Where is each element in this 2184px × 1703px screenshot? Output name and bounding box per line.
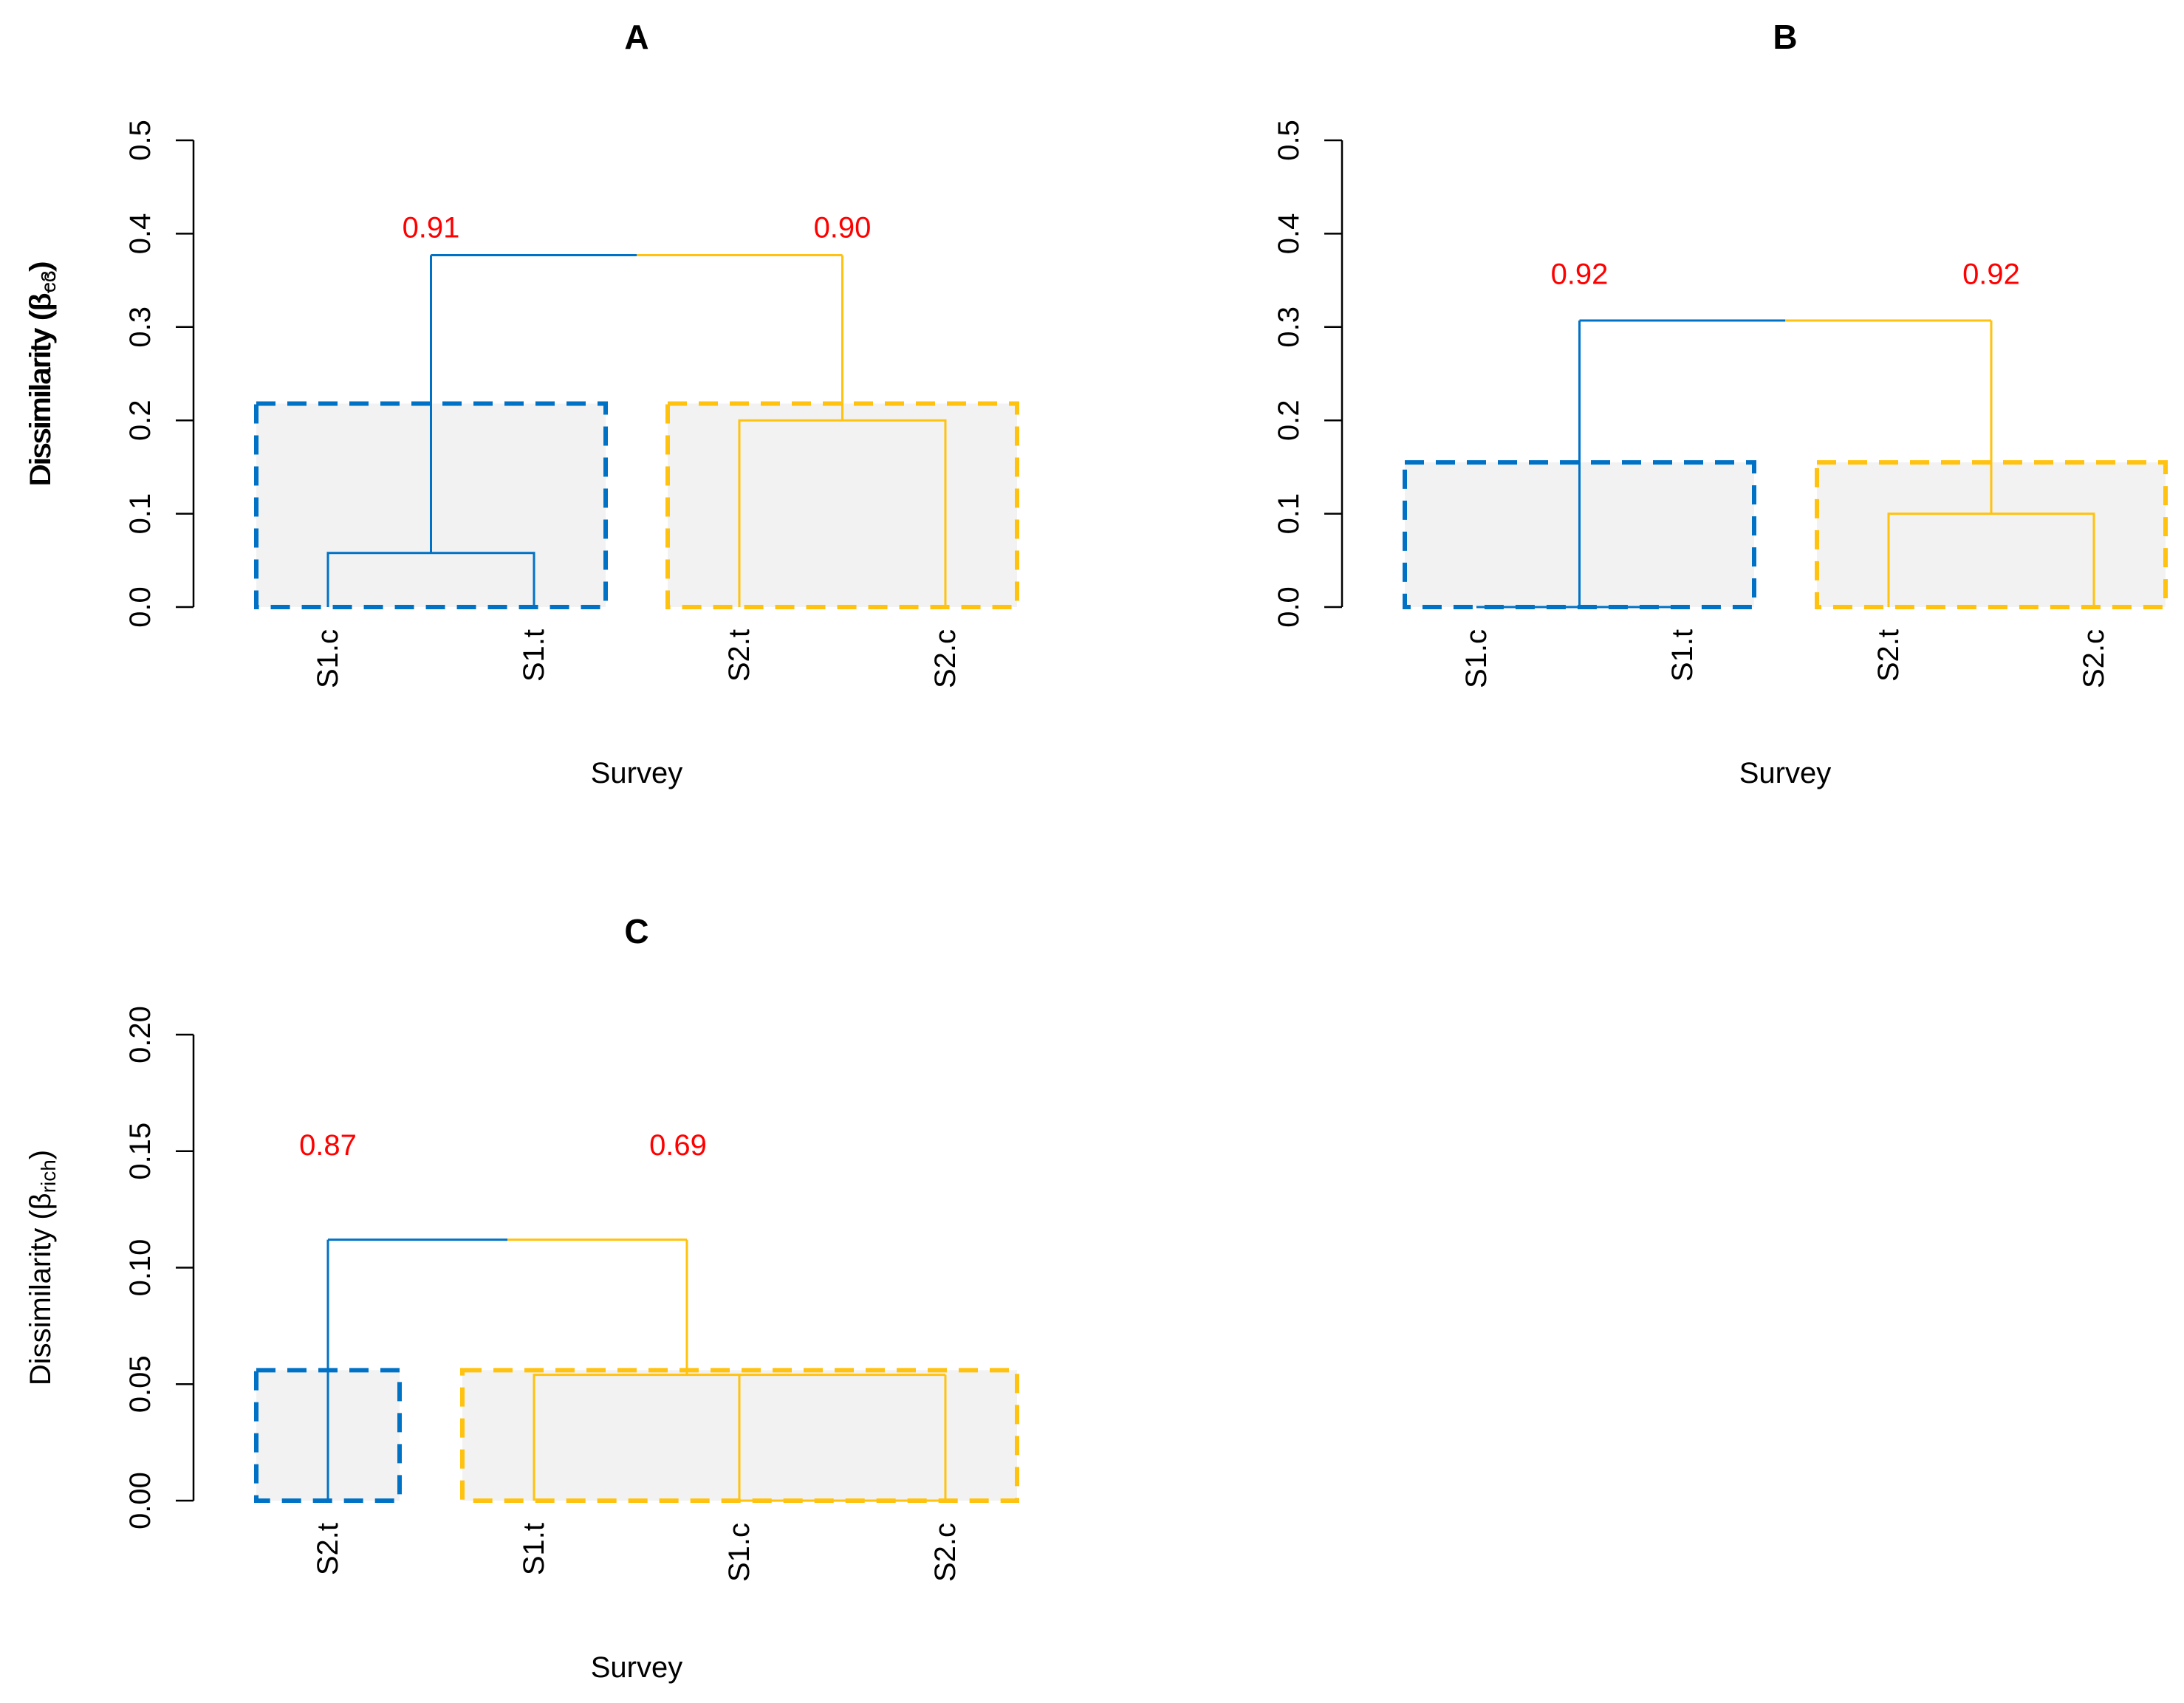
y-tick-label: 0.1 [1273,493,1305,535]
y-tick-label: 0.5 [1273,120,1305,161]
y-axis-label-end: ) [24,261,57,270]
y-axis-label-base: Dissimilarity (β [24,294,57,487]
y-tick-label: 0.0 [124,586,157,628]
y-tick-label: 0.5 [124,120,157,161]
y-tick-label: 0.1 [124,493,157,535]
y-tick-label: 0.0 [1273,586,1305,628]
panel-title: A [624,18,648,56]
y-axis-label-subscript: cc [37,272,60,292]
y-axis-label: Dissimilarity (βcc) [24,262,60,485]
y-tick-label: 0.2 [124,400,157,441]
y-axis-label: Dissimilarity (βrich) [24,1150,60,1385]
leaf-label: S1.t [518,629,550,682]
y-tick-label: 0.2 [1273,400,1305,441]
panel-C: C 0.00 0.05 0.10 0.15 0.20 Dissimilarity (βric… [24,912,1019,1684]
leaf-label: S1.c [723,1523,756,1582]
y-tick-label: 0.20 [124,1006,157,1063]
y-tick-label: 0.4 [124,213,157,255]
cluster-box [665,401,1019,609]
p-value-label: 0.90 [814,211,872,244]
p-value-label: 0.69 [649,1129,707,1162]
leaf-label: S1.t [518,1523,550,1575]
x-axis-label: Survey [591,1651,683,1684]
y-tick-label: 0.4 [1273,213,1305,255]
p-value-label: 0.87 [299,1129,357,1162]
y-tick-label: 0.3 [1273,306,1305,348]
p-value-label: 0.92 [1551,258,1609,291]
panel-B: B 0.0 0.1 0.2 0.3 0.4 0.5 Dissimilarity (β−3) Su… [24,18,2168,789]
y-tick-label: 0.15 [124,1123,157,1180]
y-tick-label: 0.05 [124,1355,157,1413]
branch [533,1374,741,1501]
leaf-label: S1.t [1666,629,1699,682]
leaf-label: S1.c [312,629,344,688]
leaf-label: S2.t [723,629,756,682]
y-axis-label-subscript: rich [37,1159,60,1193]
x-axis-label: Survey [591,757,683,789]
leaf-label: S2.t [312,1523,344,1575]
panel-title: B [1773,18,1797,56]
leaf-label: S2.c [929,1523,962,1582]
y-axis-label-base: Dissimilarity (β [24,292,57,485]
leaf-label: S2.c [2078,629,2110,688]
p-value-label: 0.91 [403,211,460,244]
y-tick-label: 0.10 [124,1239,157,1297]
y-axis-label-base: Dissimilarity (β [24,1193,57,1385]
panel-A: A 0.0 0.1 0.2 0.3 0.4 0.5 Dissimilarity (βcc) Su… [24,18,1019,789]
y-axis-label-end: ) [24,262,57,272]
y-tick-label: 0.00 [124,1472,157,1529]
panel-title: C [624,912,648,950]
leaf-label: S1.c [1460,629,1493,688]
y-axis-label-subscript: −3 [37,270,60,294]
leaf-label: S2.c [929,629,962,688]
y-axis-label: Dissimilarity (β−3) [24,261,60,487]
y-tick-label: 0.3 [124,306,157,348]
leaf-label: S2.t [1872,629,1905,682]
y-axis-label-end: ) [24,1150,57,1159]
p-value-label: 0.92 [1962,258,2020,291]
x-axis-label: Survey [1739,757,1832,789]
